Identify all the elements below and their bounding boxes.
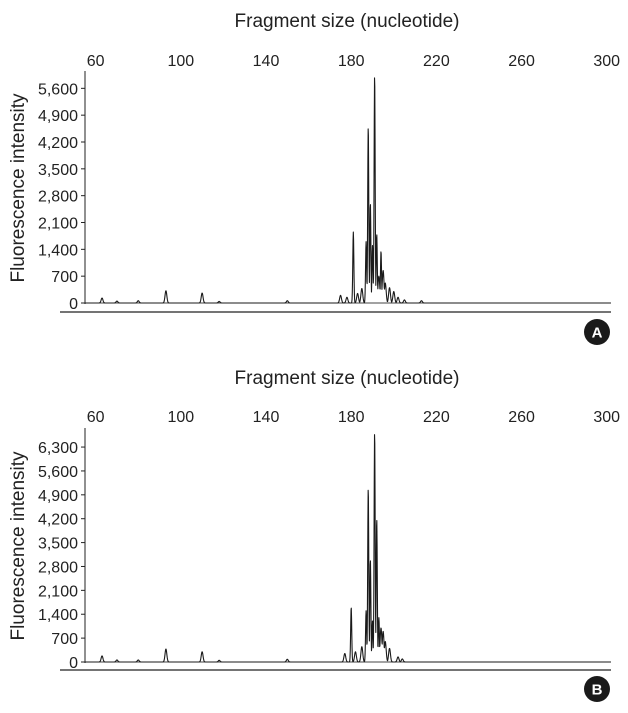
x-tick-label: 60 xyxy=(87,409,105,426)
x-tick-label: 220 xyxy=(423,409,450,426)
x-axis-title: Fragment size (nucleotide) xyxy=(235,11,460,32)
x-tick-label: 140 xyxy=(253,53,280,70)
x-tick-label: 220 xyxy=(423,53,450,70)
x-tick-label: 260 xyxy=(508,53,535,70)
panel-label: A xyxy=(592,325,603,342)
y-tick-label: 5,600 xyxy=(38,81,78,98)
y-tick-label: 1,400 xyxy=(38,607,78,624)
y-tick-label: 3,500 xyxy=(38,162,78,179)
x-tick-label: 300 xyxy=(593,53,620,70)
y-tick-label: 0 xyxy=(69,296,78,313)
x-tick-label: 140 xyxy=(253,409,280,426)
y-axis-title: Fluorescence intensity xyxy=(8,93,29,283)
y-tick-label: 6,300 xyxy=(38,440,78,457)
y-tick-label: 2,100 xyxy=(38,583,78,600)
y-tick-label: 2,100 xyxy=(38,216,78,233)
y-tick-label: 5,600 xyxy=(38,464,78,481)
y-tick-label: 4,900 xyxy=(38,108,78,125)
x-tick-label: 100 xyxy=(167,53,194,70)
y-tick-label: 4,900 xyxy=(38,488,78,505)
panel-badge xyxy=(584,676,610,702)
trace-line xyxy=(84,434,612,663)
trace-line xyxy=(84,77,612,304)
y-tick-label: 0 xyxy=(69,655,78,672)
x-tick-label: 300 xyxy=(593,409,620,426)
y-tick-label: 2,800 xyxy=(38,189,78,206)
x-tick-label: 60 xyxy=(87,53,105,70)
x-tick-label: 100 xyxy=(167,409,194,426)
x-axis-title: Fragment size (nucleotide) xyxy=(235,368,460,389)
y-tick-label: 700 xyxy=(51,269,78,286)
y-tick-label: 4,200 xyxy=(38,512,78,529)
x-tick-label: 180 xyxy=(338,409,365,426)
y-axis-title: Fluorescence intensity xyxy=(8,451,29,641)
panel-badge xyxy=(584,319,610,345)
x-tick-label: 180 xyxy=(338,53,365,70)
x-tick-label: 260 xyxy=(508,409,535,426)
panel-label: B xyxy=(592,682,603,699)
y-tick-label: 1,400 xyxy=(38,242,78,259)
y-tick-label: 700 xyxy=(51,631,78,648)
y-tick-label: 3,500 xyxy=(38,536,78,553)
y-tick-label: 4,200 xyxy=(38,135,78,152)
y-tick-label: 2,800 xyxy=(38,559,78,576)
